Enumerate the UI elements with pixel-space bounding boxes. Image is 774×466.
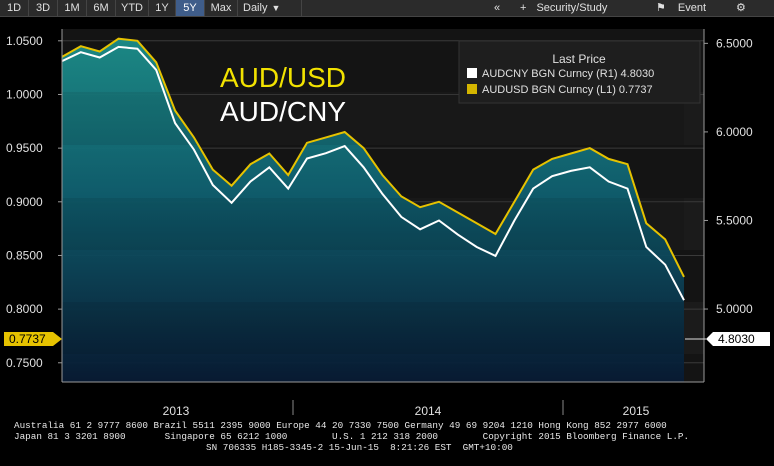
right-tick-label: 5.0000 bbox=[716, 302, 753, 316]
last-value-right-text: 4.8030 bbox=[718, 332, 755, 346]
band-shade bbox=[62, 198, 684, 250]
timeframe-1d-button[interactable]: 1D bbox=[0, 0, 29, 16]
legend-swatch-audusd bbox=[467, 84, 477, 94]
last-value-left-text: 0.7737 bbox=[9, 332, 46, 346]
left-tick-label: 0.8500 bbox=[6, 248, 43, 262]
right-tick-label: 5.5000 bbox=[716, 213, 753, 227]
right-tick-label: 6.5000 bbox=[716, 36, 753, 50]
footer-line-1: Australia 61 2 9777 8600 Brazil 5511 239… bbox=[14, 420, 667, 431]
security-study-label: Security/Study bbox=[536, 2, 608, 14]
audusd-series-line bbox=[61, 37, 685, 278]
last-value-tag-left: 0.7737 bbox=[4, 332, 62, 346]
left-tick-label: 1.0000 bbox=[6, 87, 43, 101]
timeframe-ytd-button[interactable]: YTD bbox=[116, 0, 149, 16]
legend-swatch-audcny bbox=[467, 68, 477, 78]
footer-line-3: SN 706335 H185-3345-2 15-Jun-15 8:21:26 … bbox=[206, 442, 513, 453]
right-axis-ticks: 6.5000 6.0000 5.5000 5.0000 bbox=[704, 36, 753, 316]
settings-gear-icon[interactable]: ⚙ bbox=[736, 2, 746, 14]
plus-icon: + bbox=[520, 2, 527, 14]
audcny-series-line bbox=[61, 45, 685, 301]
security-study-button[interactable]: + Security/Study bbox=[520, 0, 640, 16]
timeframe-1m-button[interactable]: 1M bbox=[58, 0, 87, 16]
left-tick-label: 0.9000 bbox=[6, 195, 43, 209]
legend-entry-audusd: AUDUSD BGN Curncy (L1) 0.7737 bbox=[482, 84, 653, 96]
frequency-dropdown[interactable]: Daily ▼ bbox=[238, 0, 302, 16]
legend-title: Last Price bbox=[552, 52, 606, 66]
chart-area: 1.0500 1.0000 0.9500 0.9000 0.8500 0.8000 0.75… bbox=[4, 29, 770, 418]
bloomberg-footer: Australia 61 2 9777 8600 Brazil 5511 239… bbox=[0, 420, 774, 466]
collapse-button[interactable]: « bbox=[494, 2, 501, 14]
frequency-value: Daily bbox=[243, 2, 268, 14]
timeframe-1y-button[interactable]: 1Y bbox=[149, 0, 176, 16]
timeframe-6m-button[interactable]: 6M bbox=[87, 0, 116, 16]
overlay-title-audusd: AUD/USD bbox=[220, 62, 346, 93]
footer-line-2: Japan 81 3 3201 8900 Singapore 65 6212 1… bbox=[14, 431, 690, 442]
legend-entry-audcny: AUDCNY BGN Curncy (R1) 4.8030 bbox=[482, 68, 654, 80]
left-tick-label: 0.9500 bbox=[6, 141, 43, 155]
chart-toolbar: 1D 3D 1M 6M YTD 1Y 5Y Max Daily ▼ « + Secu… bbox=[0, 0, 774, 17]
left-tick-label: 0.7500 bbox=[6, 356, 43, 370]
left-tick-label: 0.8000 bbox=[6, 302, 43, 316]
timeframe-5y-button[interactable]: 5Y bbox=[176, 0, 205, 16]
x-label-2013: 2013 bbox=[163, 404, 190, 418]
audusd-area-fill bbox=[62, 38, 684, 382]
band-shade bbox=[62, 302, 684, 354]
x-label-2014: 2014 bbox=[415, 404, 442, 418]
chevron-down-icon: ▼ bbox=[271, 3, 281, 13]
left-axis-ticks: 1.0500 1.0000 0.9500 0.9000 0.8500 0.8000 0.75… bbox=[6, 34, 62, 370]
chart-legend: Last Price AUDCNY BGN Curncy (R1) 4.8030… bbox=[458, 40, 701, 104]
timeframe-max-button[interactable]: Max bbox=[205, 0, 238, 16]
right-tick-label: 6.0000 bbox=[716, 125, 753, 139]
x-label-2015: 2015 bbox=[623, 404, 650, 418]
event-button[interactable]: ⚑ Event bbox=[656, 0, 726, 16]
band-overlay bbox=[62, 92, 684, 354]
left-tick-label: 1.0500 bbox=[6, 34, 43, 48]
overlay-title-audcny: AUD/CNY bbox=[220, 96, 346, 127]
flag-icon: ⚑ bbox=[656, 2, 666, 14]
timeframe-3d-button[interactable]: 3D bbox=[29, 0, 58, 16]
event-label: Event bbox=[677, 2, 707, 14]
last-value-tag-right: 4.8030 bbox=[685, 332, 770, 346]
